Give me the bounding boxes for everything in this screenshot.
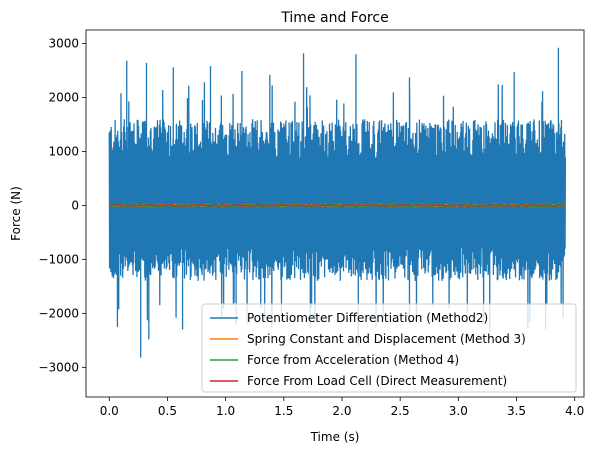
legend-box	[201, 303, 577, 393]
x-tick-label: 2.0	[332, 404, 351, 418]
y-tick-label: 2000	[48, 90, 79, 104]
series-line-load-cell	[109, 204, 566, 207]
x-axis-label: Time (s)	[310, 430, 360, 444]
chart-title: Time and Force	[280, 10, 388, 26]
y-tick-label: 0	[71, 198, 79, 212]
y-tick-label: −3000	[38, 360, 79, 374]
x-tick-label: 2.5	[391, 404, 410, 418]
x-tick-label: 0.5	[158, 404, 177, 418]
y-tick-label: 1000	[48, 144, 79, 158]
x-tick-label: 3.5	[507, 404, 526, 418]
plot-frame	[85, 29, 585, 398]
y-tick-label: 3000	[48, 36, 79, 50]
legend-entry-label: Force from Acceleration (Method 4)	[247, 353, 459, 367]
y-tick-label: −1000	[38, 252, 79, 266]
x-tick-label: 0.0	[100, 404, 119, 418]
legend-entry-label: Potentiometer Differentiation (Method2)	[247, 311, 488, 325]
x-tick-label: 1.0	[216, 404, 235, 418]
y-axis-label: Force (N)	[9, 186, 23, 241]
ticks-layer: 0.0 0.5 1.0 1.5 2.0 2.5 3.0 3.5 4.0 −3000 −2000 −10…	[38, 36, 584, 418]
x-tick-label: 3.0	[449, 404, 468, 418]
legend-entry-label: Force From Load Cell (Direct Measurement…	[247, 374, 507, 388]
legend-entry-label: Spring Constant and Displacement (Method…	[247, 332, 526, 346]
legend: Potentiometer Differentiation (Method2) S…	[201, 303, 577, 393]
x-tick-label: 1.5	[274, 404, 293, 418]
series-line-potentiometer	[108, 47, 567, 358]
x-tick-label: 4.0	[565, 404, 584, 418]
series-layer	[108, 47, 567, 358]
y-tick-label: −2000	[38, 306, 79, 320]
